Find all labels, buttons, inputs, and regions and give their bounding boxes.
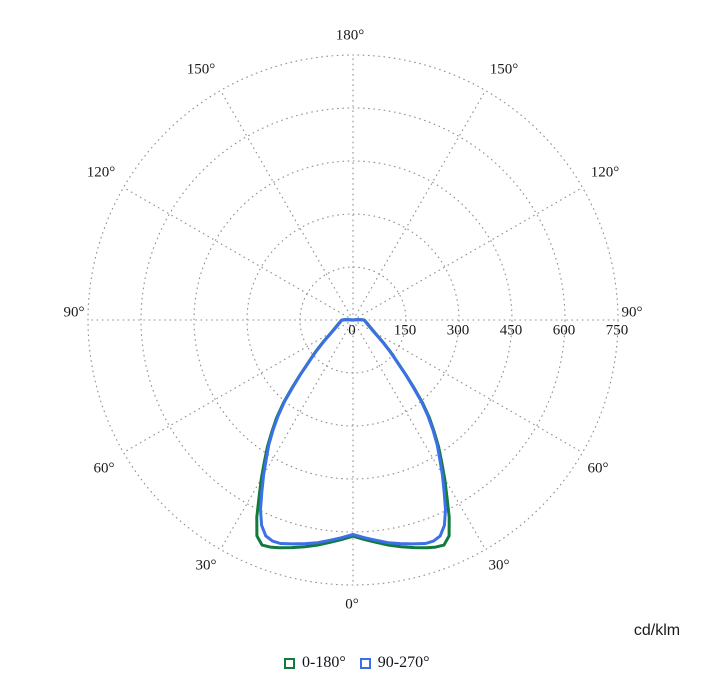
r-tick-600: 600 <box>552 322 576 339</box>
r-tick-150: 150 <box>393 322 417 339</box>
legend-swatch-green-icon <box>284 657 295 669</box>
angle-label-180: 180° <box>335 27 365 44</box>
legend-item-90-270: 90-270° <box>359 654 430 671</box>
r-tick-0: 0 <box>348 322 356 339</box>
angle-label-90-right: 90° <box>621 304 643 321</box>
legend-item-0-180: 0-180° <box>284 655 346 671</box>
r-tick-300: 300 <box>446 322 470 339</box>
r-tick-750: 750 <box>605 322 629 339</box>
units-label: cd/klm <box>633 622 681 639</box>
angle-label-30-left: 30° <box>195 557 217 574</box>
legend-swatch-blue-icon <box>359 657 371 669</box>
angle-label-30-right: 30° <box>488 557 510 574</box>
angle-label-0: 0° <box>345 596 359 613</box>
angle-label-60-left: 60° <box>93 460 115 477</box>
legend-label: 90-270° <box>377 654 430 671</box>
r-tick-450: 450 <box>499 322 523 339</box>
angle-label-120-left: 120° <box>86 164 116 181</box>
legend-label: 0-180° <box>302 654 346 671</box>
angle-label-120-right: 120° <box>590 164 620 181</box>
angle-label-60-right: 60° <box>587 460 609 477</box>
angle-label-150-right: 150° <box>489 61 519 78</box>
legend: 0-180° 90-270° <box>284 655 429 671</box>
angle-label-90-left: 90° <box>63 304 85 321</box>
angle-label-150-left: 150° <box>186 61 216 78</box>
